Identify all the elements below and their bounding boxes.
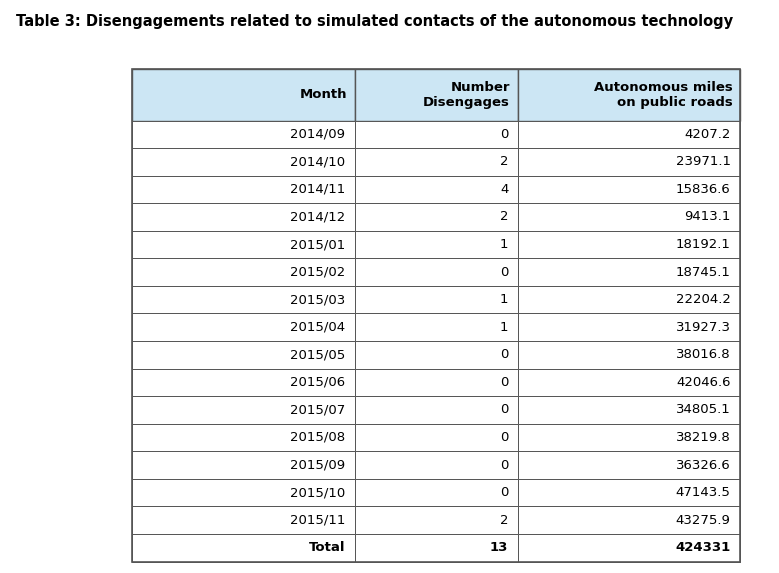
Text: 1: 1	[500, 321, 509, 333]
Text: 23971.1: 23971.1	[675, 155, 731, 168]
Text: 2015/05: 2015/05	[290, 348, 345, 362]
Text: 2015/03: 2015/03	[290, 293, 345, 306]
Text: 1: 1	[500, 238, 509, 251]
Text: 0: 0	[500, 486, 509, 499]
Text: 2015/01: 2015/01	[290, 238, 345, 251]
Text: 2015/09: 2015/09	[291, 458, 345, 472]
Text: 4: 4	[500, 183, 509, 196]
Text: 2: 2	[500, 210, 509, 223]
Text: 2015/10: 2015/10	[290, 486, 345, 499]
Text: 0: 0	[500, 431, 509, 444]
Text: 31927.3: 31927.3	[675, 321, 731, 333]
Text: 42046.6: 42046.6	[676, 376, 731, 389]
Text: 47143.5: 47143.5	[676, 486, 731, 499]
Text: 1: 1	[500, 293, 509, 306]
Text: 2014/09: 2014/09	[291, 128, 345, 141]
Text: 2015/08: 2015/08	[291, 431, 345, 444]
Text: Month: Month	[299, 88, 347, 101]
Text: 36326.6: 36326.6	[676, 458, 731, 472]
Text: 2: 2	[500, 155, 509, 168]
Text: 0: 0	[500, 128, 509, 141]
Text: 22204.2: 22204.2	[676, 293, 731, 306]
Text: 15836.6: 15836.6	[676, 183, 731, 196]
Text: 2015/11: 2015/11	[290, 513, 345, 527]
Text: 2015/02: 2015/02	[290, 266, 345, 278]
Text: 2015/04: 2015/04	[291, 321, 345, 333]
Text: 2014/12: 2014/12	[290, 210, 345, 223]
Text: 38016.8: 38016.8	[676, 348, 731, 362]
Text: 18745.1: 18745.1	[676, 266, 731, 278]
Text: 2015/07: 2015/07	[290, 403, 345, 417]
Text: Number
Disengages: Number Disengages	[423, 81, 510, 109]
Text: 0: 0	[500, 266, 509, 278]
Text: 0: 0	[500, 348, 509, 362]
Text: 9413.1: 9413.1	[684, 210, 731, 223]
Text: 0: 0	[500, 458, 509, 472]
Text: Autonomous miles
on public roads: Autonomous miles on public roads	[594, 81, 732, 109]
Text: 2015/06: 2015/06	[291, 376, 345, 389]
Text: Table 3: Disengagements related to simulated contacts of the autonomous technolo: Table 3: Disengagements related to simul…	[16, 14, 733, 29]
Text: 43275.9: 43275.9	[676, 513, 731, 527]
Text: 2014/10: 2014/10	[291, 155, 345, 168]
Text: 424331: 424331	[675, 541, 731, 554]
Text: 38219.8: 38219.8	[676, 431, 731, 444]
Text: 2: 2	[500, 513, 509, 527]
Text: 34805.1: 34805.1	[676, 403, 731, 417]
Text: 0: 0	[500, 403, 509, 417]
Text: 13: 13	[490, 541, 509, 554]
Text: 18192.1: 18192.1	[676, 238, 731, 251]
Text: 4207.2: 4207.2	[684, 128, 731, 141]
Text: 0: 0	[500, 376, 509, 389]
Text: 2014/11: 2014/11	[290, 183, 345, 196]
Text: Total: Total	[309, 541, 345, 554]
